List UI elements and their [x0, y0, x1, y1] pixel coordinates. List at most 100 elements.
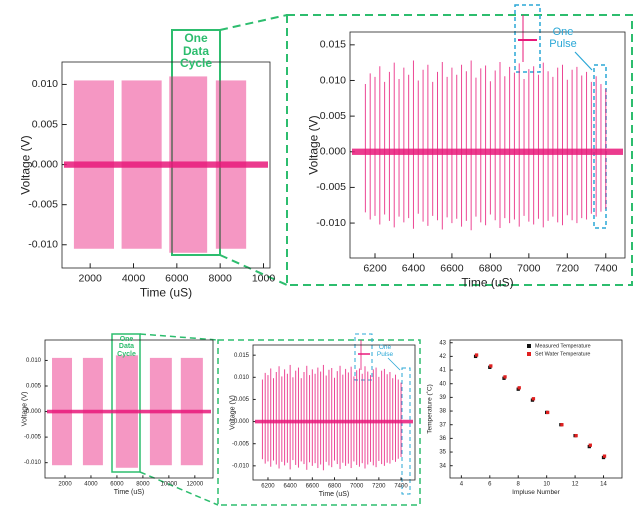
legend-swatch — [527, 352, 531, 356]
y-tick-label: -0.005 — [232, 441, 250, 447]
y-tick-label: 0.000 — [320, 146, 346, 158]
pulse-arrow — [574, 51, 593, 71]
y-tick-label: 42 — [439, 354, 446, 360]
x-tick-label: 2000 — [78, 272, 102, 284]
x-tick-label: 8000 — [208, 272, 232, 284]
plot-frame — [449, 339, 623, 479]
point — [517, 386, 521, 390]
y-tick-label: 0.005 — [234, 397, 250, 403]
point — [574, 433, 578, 438]
x-tick-label: 1000 — [252, 272, 276, 284]
annotation: One Pulse — [549, 26, 577, 50]
point — [503, 375, 507, 379]
y-axis-label: Temperature (˚C) — [425, 384, 433, 433]
plot-frame — [44, 339, 214, 479]
y-tick-label: 0.005 — [32, 118, 58, 130]
y-axis-label: Voltage (V) — [21, 392, 28, 427]
x-tick-label: 6000 — [165, 272, 189, 284]
zoom-line — [219, 14, 288, 31]
x-axis-label: Impluse Number — [512, 489, 561, 496]
x-tick-label: 6 — [488, 482, 492, 488]
x-tick-label: 4000 — [84, 482, 98, 488]
cycle-box — [111, 333, 141, 473]
x-tick-label: 12000 — [186, 482, 203, 488]
pulse-arrow — [387, 357, 401, 371]
y-tick-label: -0.010 — [24, 460, 42, 466]
annotation: One Data Cycle — [117, 336, 136, 358]
y-tick-label: 39 — [439, 395, 446, 401]
y-tick-label: 41 — [439, 368, 446, 374]
burst — [215, 80, 247, 249]
y-tick-label: 43 — [439, 340, 446, 346]
point — [560, 423, 564, 427]
y-tick-label: 40 — [439, 381, 446, 387]
baseline-noise — [64, 161, 268, 168]
x-tick-label: 6600 — [306, 484, 320, 490]
x-tick-label: 7000 — [350, 484, 364, 490]
point — [489, 364, 493, 368]
x-tick-label: 6800 — [479, 262, 503, 274]
burst — [169, 76, 208, 253]
legend-label: Measured Temperature — [535, 343, 591, 349]
x-tick-label: 14 — [600, 482, 607, 488]
x-axis-label: Time (uS) — [319, 491, 349, 498]
y-tick-label: 0.000 — [26, 409, 42, 415]
y-tick-label: -0.010 — [28, 239, 58, 251]
burst — [52, 357, 73, 466]
x-axis-label: Time (uS) — [140, 285, 192, 299]
baseline-noise — [352, 148, 623, 155]
x-axis-label: Time (uS) — [461, 275, 513, 289]
callouts — [111, 14, 633, 506]
x-tick-label: 7200 — [372, 484, 386, 490]
burst — [73, 80, 114, 249]
x-tick-label: 6800 — [328, 484, 342, 490]
y-tick-label: -0.010 — [316, 217, 346, 229]
zoom-box — [217, 339, 421, 506]
x-tick-label: 6400 — [402, 262, 426, 274]
y-tick-label: 0.005 — [26, 384, 42, 390]
annotation: One Data Cycle — [179, 31, 213, 71]
y-tick-label: 37 — [439, 422, 446, 428]
zoom-line — [139, 333, 219, 341]
x-tick-label: 2000 — [58, 482, 72, 488]
x-axis-label: Time (uS) — [114, 489, 144, 496]
y-tick-label: -0.005 — [316, 181, 346, 193]
legend-swatch — [527, 344, 531, 348]
plot-frame — [252, 344, 416, 481]
y-tick-label: 0.015 — [234, 353, 250, 359]
legend-label: Set Water Temperature — [535, 351, 590, 357]
y-tick-label: 36 — [439, 436, 446, 442]
y-tick-label: 38 — [439, 409, 446, 415]
cycle-box — [171, 29, 221, 256]
x-tick-label: 7400 — [594, 262, 618, 274]
x-tick-label: 7200 — [556, 262, 580, 274]
point — [531, 397, 536, 401]
y-tick-label: 0.010 — [26, 358, 42, 364]
burst — [121, 80, 162, 249]
x-tick-label: 7000 — [517, 262, 541, 274]
annotation: One Pulse — [376, 344, 394, 358]
y-tick-label: 0.015 — [320, 39, 346, 51]
y-tick-label: 0.005 — [320, 110, 346, 122]
pulse-box — [401, 367, 411, 495]
zoom-line — [139, 471, 219, 506]
y-tick-label: 35 — [439, 450, 446, 456]
pulse-inset — [514, 4, 541, 73]
y-axis-label: Voltage (V) — [229, 395, 236, 430]
y-tick-label: -0.005 — [24, 435, 42, 441]
y-axis-label: Voltage (V) — [306, 115, 320, 174]
y-tick-label: -0.010 — [232, 463, 250, 469]
burst — [115, 355, 138, 468]
x-tick-label: 10 — [543, 482, 550, 488]
y-axis-label: Voltage (V) — [18, 135, 32, 194]
burst — [82, 357, 103, 466]
x-tick-label: 12 — [572, 482, 579, 488]
plot-frame — [349, 31, 626, 259]
y-tick-label: 0.000 — [32, 158, 58, 170]
x-tick-label: 6200 — [363, 262, 387, 274]
x-tick-label: 6400 — [283, 484, 297, 490]
point — [546, 410, 550, 415]
x-tick-label: 4 — [460, 482, 464, 488]
